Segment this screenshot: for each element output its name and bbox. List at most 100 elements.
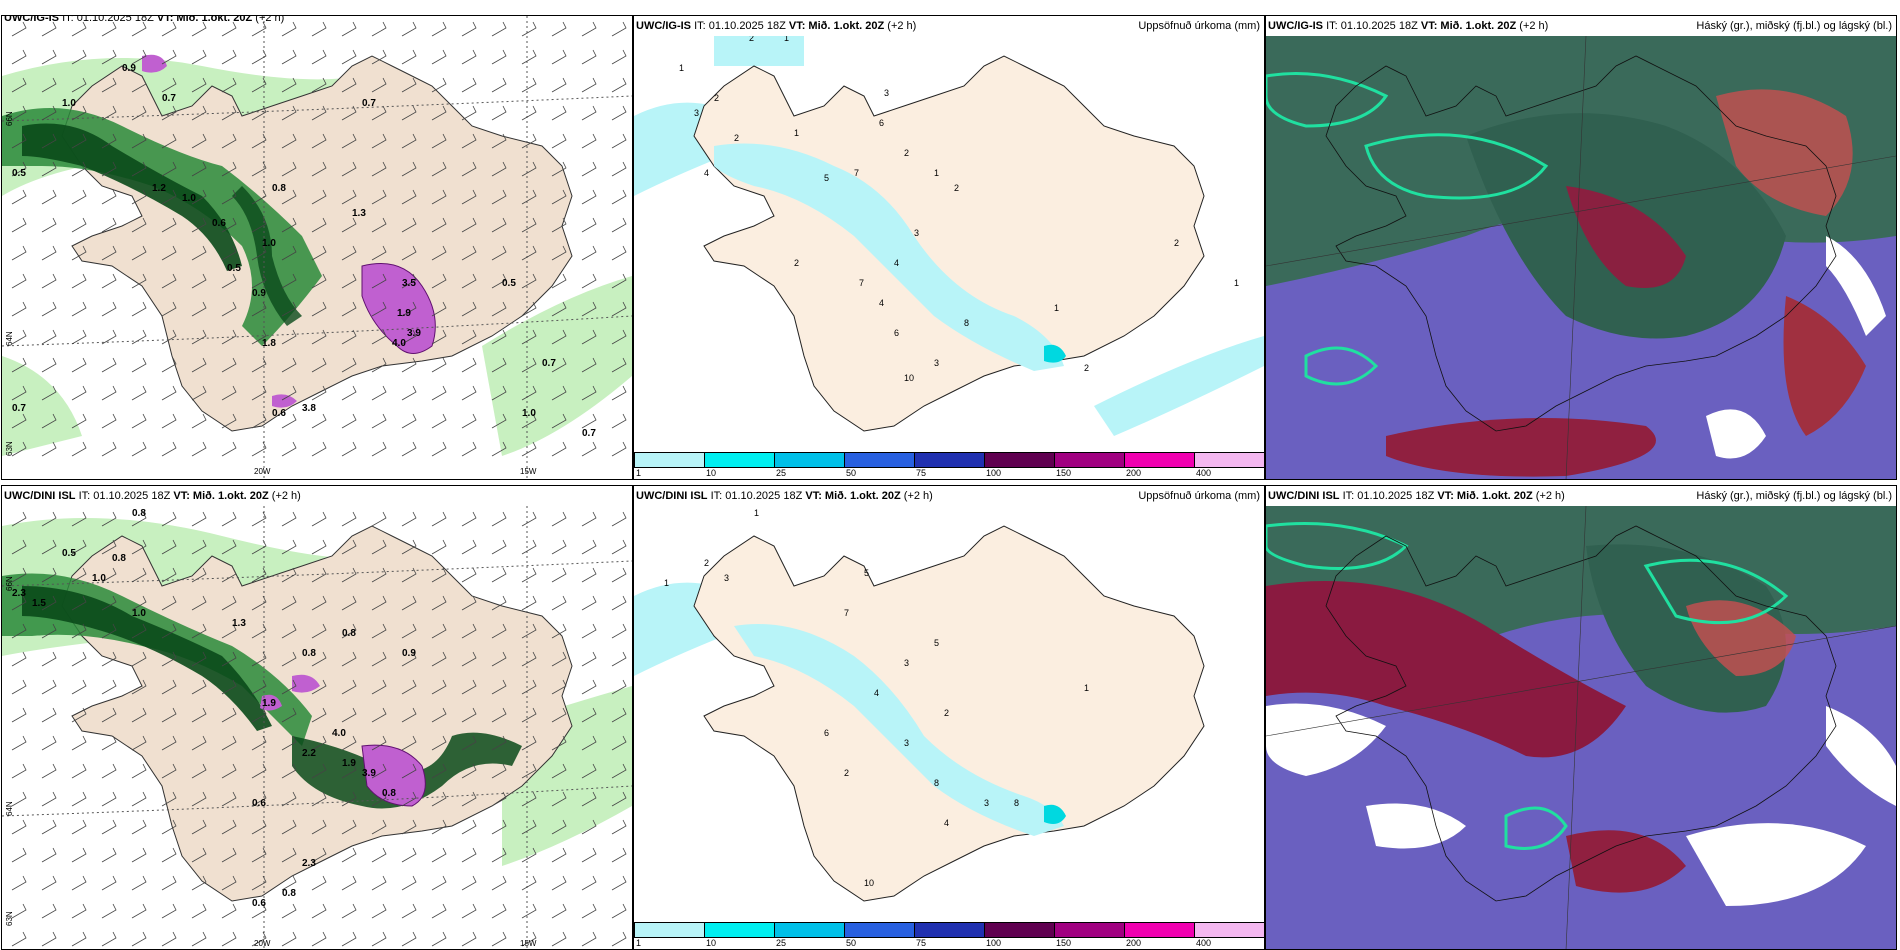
wind-barb	[101, 819, 117, 835]
wind-barb	[311, 385, 327, 401]
wind-barb	[71, 679, 87, 695]
value-label: 2	[954, 183, 959, 193]
wind-barb	[251, 105, 267, 121]
wind-barb	[281, 161, 297, 177]
wind-barb	[431, 847, 447, 863]
wind-barb	[551, 931, 567, 947]
wind-barb	[251, 903, 267, 919]
wind-barb	[41, 735, 57, 751]
wind-barb	[41, 623, 57, 639]
panel-accum-precip-dini: UWC/DINI ISL IT: 01.10.2025 18Z VT: Mið.…	[633, 485, 1265, 950]
wind-barb	[251, 77, 267, 93]
wind-barb	[251, 679, 267, 695]
value-label: 2	[749, 36, 754, 43]
wind-barb	[431, 819, 447, 835]
wind-barb	[11, 511, 27, 527]
wind-barb	[491, 875, 507, 891]
wind-barb	[221, 623, 237, 639]
wind-barb	[41, 329, 57, 345]
wind-barb	[311, 595, 327, 611]
panel-field-name: Uppsöfnuð úrkoma (mm)	[1138, 20, 1260, 32]
wind-barb	[221, 413, 237, 429]
wind-barb	[371, 49, 387, 65]
value-label: 3	[904, 738, 909, 748]
wind-barb	[401, 77, 417, 93]
wind-barb	[311, 539, 327, 555]
wind-barb	[611, 413, 627, 429]
wind-barb	[341, 623, 357, 639]
wind-barb	[101, 679, 117, 695]
wind-barb	[191, 49, 207, 65]
value-label: 4	[944, 818, 949, 828]
value-label: 0.6	[272, 408, 286, 419]
wind-barb	[491, 735, 507, 751]
precip-wind-map: 66N 64N 63N 20W 15W 0.8 0.5 1.0 0.8 2.3 1.5 1.…	[2, 506, 632, 949]
wind-barb	[461, 21, 477, 37]
wind-barb	[311, 273, 327, 289]
value-label: 2	[704, 558, 709, 568]
wind-barb	[221, 161, 237, 177]
wind-barb	[611, 567, 627, 583]
wind-barb	[611, 539, 627, 555]
wind-barb	[11, 329, 27, 345]
value-label: 0.7	[362, 98, 376, 109]
lat-label-64: 64N	[5, 331, 14, 346]
wind-barb	[311, 217, 327, 233]
wind-barb	[281, 931, 297, 947]
wind-barb	[101, 77, 117, 93]
wind-barb	[251, 875, 267, 891]
wind-barb	[11, 273, 27, 289]
wind-barb	[401, 679, 417, 695]
wind-barb	[521, 735, 537, 751]
wind-barb	[101, 651, 117, 667]
value-label: 10	[904, 373, 914, 383]
wind-barb	[461, 105, 477, 121]
wind-barb	[491, 763, 507, 779]
wind-barb	[371, 791, 387, 807]
wind-barb	[11, 567, 27, 583]
wind-barb	[611, 301, 627, 317]
wind-barb	[551, 105, 567, 121]
wind-barb	[521, 161, 537, 177]
wind-barb	[251, 189, 267, 205]
wind-barb	[101, 441, 117, 457]
wind-barb	[41, 595, 57, 611]
value-label: 2	[1174, 238, 1179, 248]
wind-barb	[281, 763, 297, 779]
wind-barb	[371, 595, 387, 611]
wind-barb	[221, 903, 237, 919]
value-label: 1.2	[152, 183, 166, 194]
wind-barb	[461, 791, 477, 807]
value-label: 4	[894, 258, 899, 268]
wind-barb	[491, 595, 507, 611]
wind-barb	[191, 539, 207, 555]
wind-barb	[551, 707, 567, 723]
colorbar: 1 10 25 50 75 100 150 200 400	[634, 922, 1264, 948]
wind-barb	[551, 567, 567, 583]
wind-barb	[521, 245, 537, 261]
wind-barb	[191, 707, 207, 723]
value-label: 7	[859, 278, 864, 288]
wind-barb	[161, 931, 177, 947]
wind-barb	[131, 161, 147, 177]
wind-barb	[401, 301, 417, 317]
wind-barb	[161, 763, 177, 779]
wind-barb	[581, 385, 597, 401]
colorbar-swatch	[1124, 452, 1195, 468]
value-label: 1	[1054, 303, 1059, 313]
wind-barb	[311, 763, 327, 779]
wind-barb	[281, 441, 297, 457]
wind-barb	[461, 357, 477, 373]
wind-barb	[611, 819, 627, 835]
wind-barb	[461, 903, 477, 919]
wind-barb	[611, 707, 627, 723]
wind-barb	[371, 217, 387, 233]
wind-barb	[11, 735, 27, 751]
wind-barb	[461, 189, 477, 205]
wind-barb	[551, 413, 567, 429]
wind-barb	[521, 105, 537, 121]
wind-barb	[551, 623, 567, 639]
wind-barb	[401, 21, 417, 37]
value-label: 2	[734, 133, 739, 143]
wind-barb	[431, 301, 447, 317]
